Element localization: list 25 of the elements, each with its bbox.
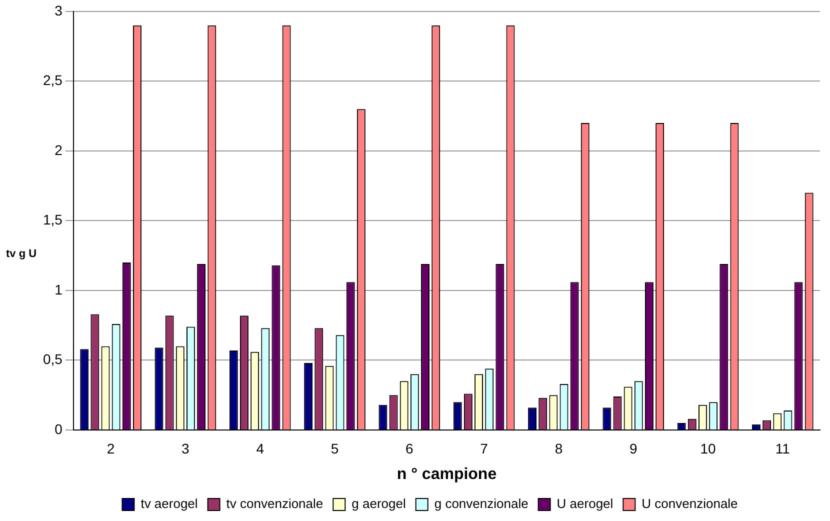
x-tick-label: 5: [330, 440, 339, 456]
x-tick-label: 9: [629, 440, 638, 456]
legend-label: g convenzionale: [434, 496, 528, 512]
x-tick-label: 10: [700, 440, 716, 456]
y-axis-title: tv g U: [6, 248, 37, 260]
y-tick-label: 0,5: [42, 351, 63, 368]
y-tick-label: 2: [54, 142, 63, 158]
legend-label: tv convenzionale: [226, 496, 324, 512]
x-tick-label: 8: [554, 440, 563, 456]
legend-label: g aerogel: [352, 496, 406, 512]
y-tick-label: 1: [54, 281, 63, 298]
legend-label: tv aerogel: [140, 496, 198, 512]
legend-label: U aerogel: [556, 496, 614, 512]
x-tick-label: 11: [775, 440, 790, 456]
y-tick-label: 1,5: [42, 212, 63, 228]
y-tick-label: 2,5: [42, 72, 63, 88]
x-axis-title: n ° campione: [396, 466, 497, 483]
y-tick-label: 3: [54, 2, 63, 18]
x-tick-label: 7: [480, 440, 488, 456]
x-tick-label: 6: [406, 440, 414, 456]
legend-label: U convenzionale: [642, 496, 738, 512]
y-tick-label: 0: [54, 420, 63, 437]
x-tick-label: 3: [182, 440, 190, 456]
x-tick-label: 4: [256, 440, 264, 456]
x-tick-label: 2: [106, 440, 115, 456]
